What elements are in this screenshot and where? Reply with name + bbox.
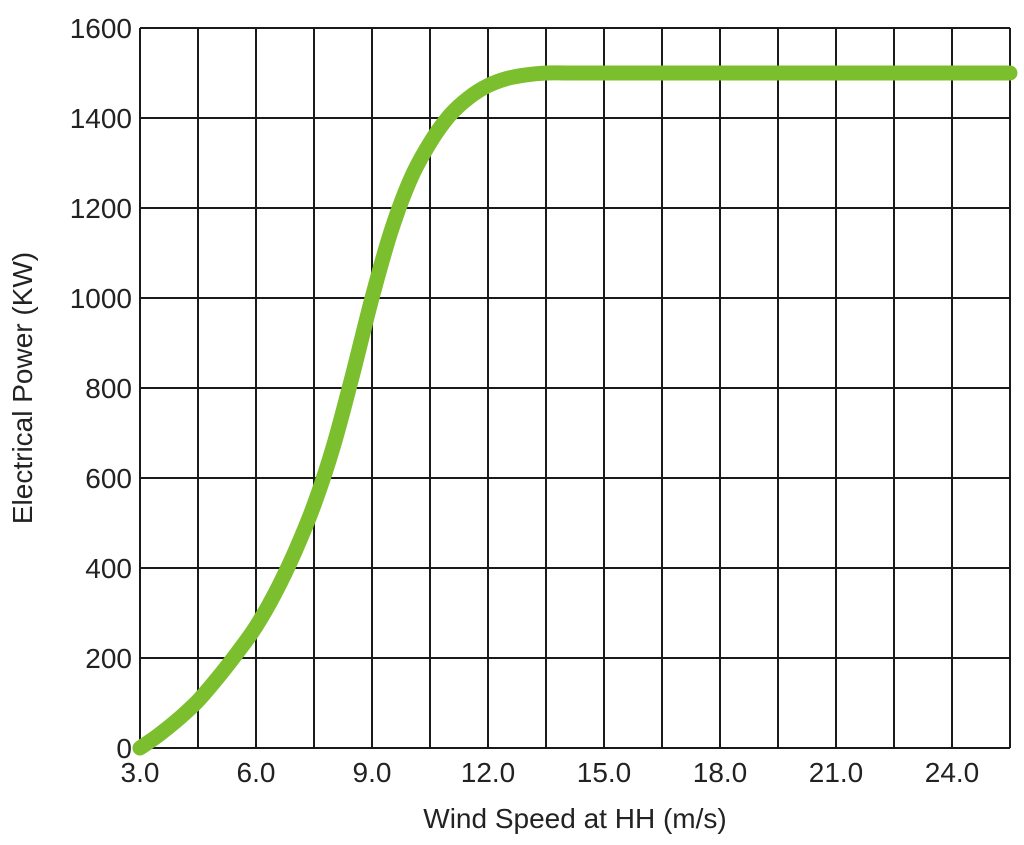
y-tick-label: 1000	[70, 283, 132, 314]
x-tick-label: 24.0	[925, 757, 980, 788]
x-tick-label: 15.0	[577, 757, 632, 788]
y-tick-label: 600	[85, 463, 132, 494]
grid-lines	[139, 27, 1011, 749]
y-axis-tick-labels: 0 200 400 600 800 1000 1200 1400 1600	[70, 13, 132, 764]
series-layer	[132, 65, 1018, 756]
x-tick-label: 9.0	[353, 757, 392, 788]
x-tick-label: 21.0	[809, 757, 864, 788]
x-axis-tick-labels: 3.0 6.0 9.0 12.0 15.0 18.0 21.0 24.0	[121, 757, 980, 788]
x-axis-title: Wind Speed at HH (m/s)	[423, 803, 726, 834]
y-tick-label: 800	[85, 373, 132, 404]
y-tick-label: 1200	[70, 193, 132, 224]
y-tick-label: 400	[85, 553, 132, 584]
y-tick-label: 1600	[70, 13, 132, 44]
y-tick-label: 1400	[70, 103, 132, 134]
y-axis-title: Electrical Power (KW)	[7, 252, 38, 524]
x-tick-label: 6.0	[237, 757, 276, 788]
y-tick-label: 200	[85, 643, 132, 674]
y-tick-label: 0	[116, 733, 132, 764]
x-tick-label: 18.0	[693, 757, 748, 788]
power-curve-line	[132, 65, 1018, 756]
x-tick-label: 12.0	[461, 757, 516, 788]
x-tick-label: 3.0	[121, 757, 160, 788]
